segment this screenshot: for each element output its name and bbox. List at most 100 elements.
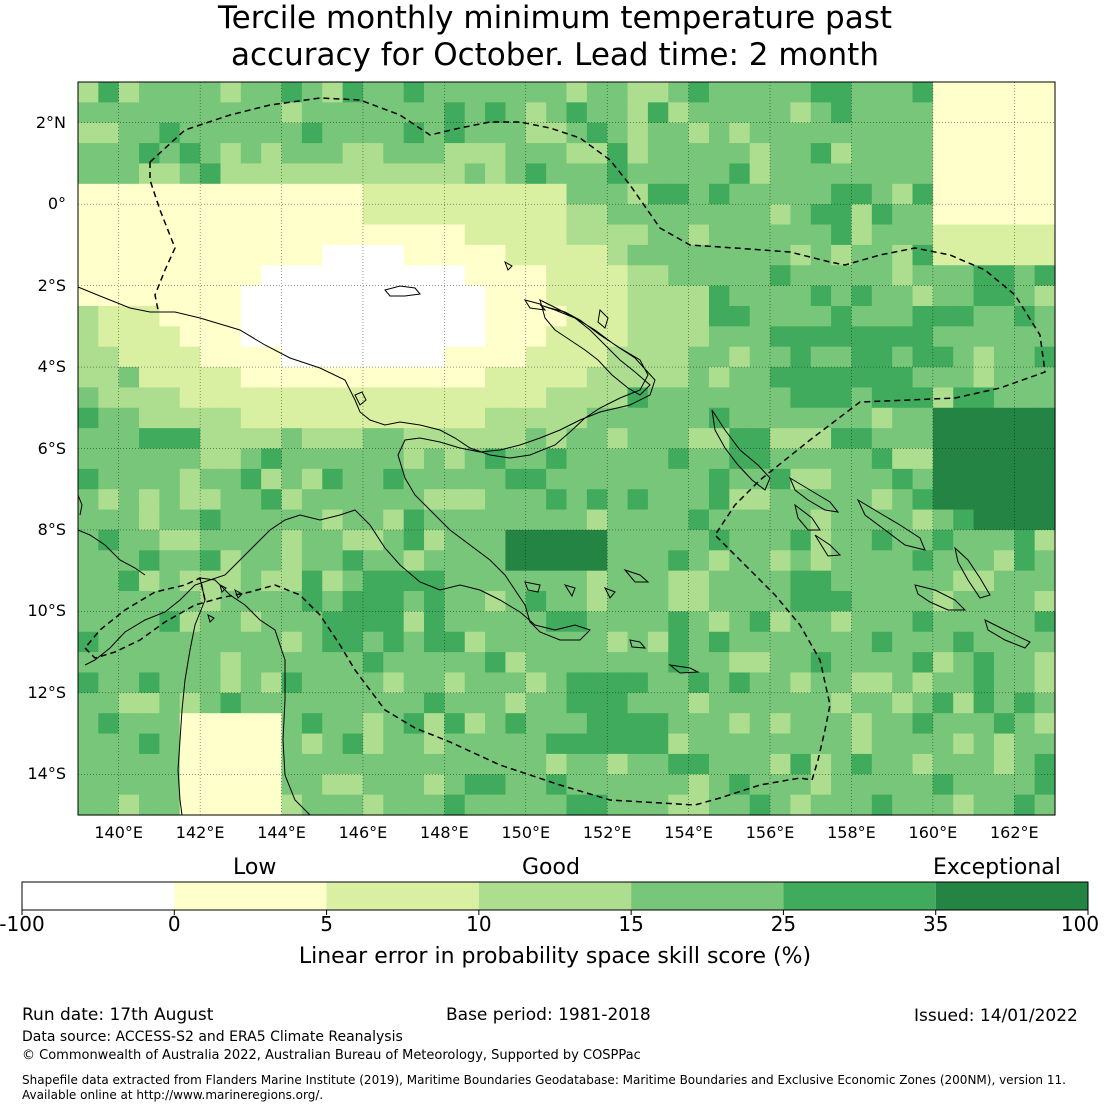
skill-cell — [485, 346, 507, 368]
skill-cell — [708, 591, 730, 612]
skill-cell — [1014, 305, 1036, 327]
skill-cell — [586, 468, 608, 490]
skill-cell — [708, 224, 730, 246]
skill-cell — [668, 794, 690, 816]
eez-png-north — [83, 97, 1046, 806]
skill-cell — [810, 285, 832, 307]
skill-cell — [179, 82, 201, 103]
skill-cell — [912, 122, 934, 144]
skill-cell — [200, 204, 222, 226]
skill-cell — [485, 550, 507, 572]
skill-cell — [729, 591, 751, 612]
skill-cell — [139, 305, 161, 327]
skill-cell — [851, 468, 873, 490]
skill-cell — [118, 387, 140, 409]
skill-cell — [281, 611, 303, 633]
skill-cell — [790, 305, 812, 327]
skill-cell — [281, 468, 303, 490]
skill-cell — [139, 713, 161, 735]
skill-cell — [464, 244, 486, 266]
skill-cell — [261, 102, 283, 124]
skill-cell — [912, 468, 934, 490]
skill-cell — [647, 529, 669, 551]
skill-cell — [790, 122, 812, 144]
skill-cell — [362, 591, 384, 612]
skill-cell — [78, 102, 99, 124]
skill-cell — [301, 265, 323, 287]
data-source: Data source: ACCESS-S2 and ERA5 Climate … — [22, 1029, 403, 1045]
skill-cell — [464, 672, 486, 694]
skill-cell — [770, 713, 791, 735]
skill-cell — [729, 244, 751, 266]
skill-cell — [729, 326, 751, 348]
skill-cell — [505, 489, 527, 511]
skill-cell — [464, 692, 486, 714]
skill-cell — [627, 305, 649, 327]
skill-cell — [139, 102, 161, 124]
skill-cell — [770, 346, 791, 368]
skill-cell — [485, 692, 507, 714]
skill-cell — [240, 529, 262, 551]
skill-cell — [953, 305, 975, 327]
skill-cell — [993, 305, 1015, 327]
skill-cell — [464, 774, 486, 796]
skill-cell — [871, 346, 893, 368]
skill-cell — [220, 448, 242, 470]
skill-cell — [810, 753, 832, 775]
skill-cell — [1014, 428, 1036, 450]
skill-cell — [708, 652, 730, 674]
skill-cell — [424, 468, 445, 490]
skill-cell — [912, 326, 934, 348]
skill-cell — [932, 550, 954, 572]
skill-cell — [362, 305, 384, 327]
skill-cell — [322, 265, 344, 287]
skill-cell — [953, 285, 975, 307]
skill-cell — [139, 753, 161, 775]
skill-cell — [647, 692, 669, 714]
skill-cell — [1034, 244, 1056, 266]
skill-cell — [424, 163, 445, 185]
skill-cell — [607, 550, 629, 572]
skill-cell — [790, 285, 812, 307]
skill-cell — [566, 468, 588, 490]
skill-cell — [464, 326, 486, 348]
skill-cell — [566, 387, 588, 409]
skill-cell — [688, 550, 710, 572]
skill-cell — [973, 367, 995, 389]
skill-cell — [1014, 733, 1036, 755]
skill-cell — [301, 122, 323, 144]
skill-cell — [464, 631, 486, 653]
skill-cell — [139, 244, 161, 266]
skill-cell — [139, 143, 161, 165]
skill-cell — [749, 122, 771, 144]
skill-cell — [546, 774, 568, 796]
skill-cell — [118, 204, 140, 226]
skill-cell — [586, 753, 608, 775]
skill-cell — [261, 733, 283, 755]
skill-cell — [851, 570, 873, 592]
skill-cell — [220, 753, 242, 775]
skill-cell — [668, 387, 690, 409]
skill-cell — [647, 489, 669, 511]
title-line-2: accuracy for October. Lead time: 2 month — [231, 37, 879, 73]
skill-cell — [301, 102, 323, 124]
skill-cell — [301, 367, 323, 389]
skill-cell — [790, 448, 812, 470]
shapefile-credit-2: Available online at http://www.marinereg… — [22, 1088, 324, 1102]
skill-cell — [1034, 509, 1056, 531]
lat-tick-label: 2°N — [35, 112, 66, 132]
skill-cell — [159, 183, 181, 205]
skill-cell — [98, 672, 120, 694]
skill-cell — [668, 102, 690, 124]
skill-cell — [139, 326, 161, 348]
skill-cell — [688, 122, 710, 144]
skill-cell — [220, 509, 242, 531]
skill-cell — [749, 82, 771, 103]
skill-cell — [159, 509, 181, 531]
skill-cell — [200, 794, 222, 816]
skill-cell — [831, 489, 853, 511]
skill-cell — [525, 529, 547, 551]
skill-cell — [1014, 407, 1036, 429]
skill-cell — [261, 428, 283, 450]
